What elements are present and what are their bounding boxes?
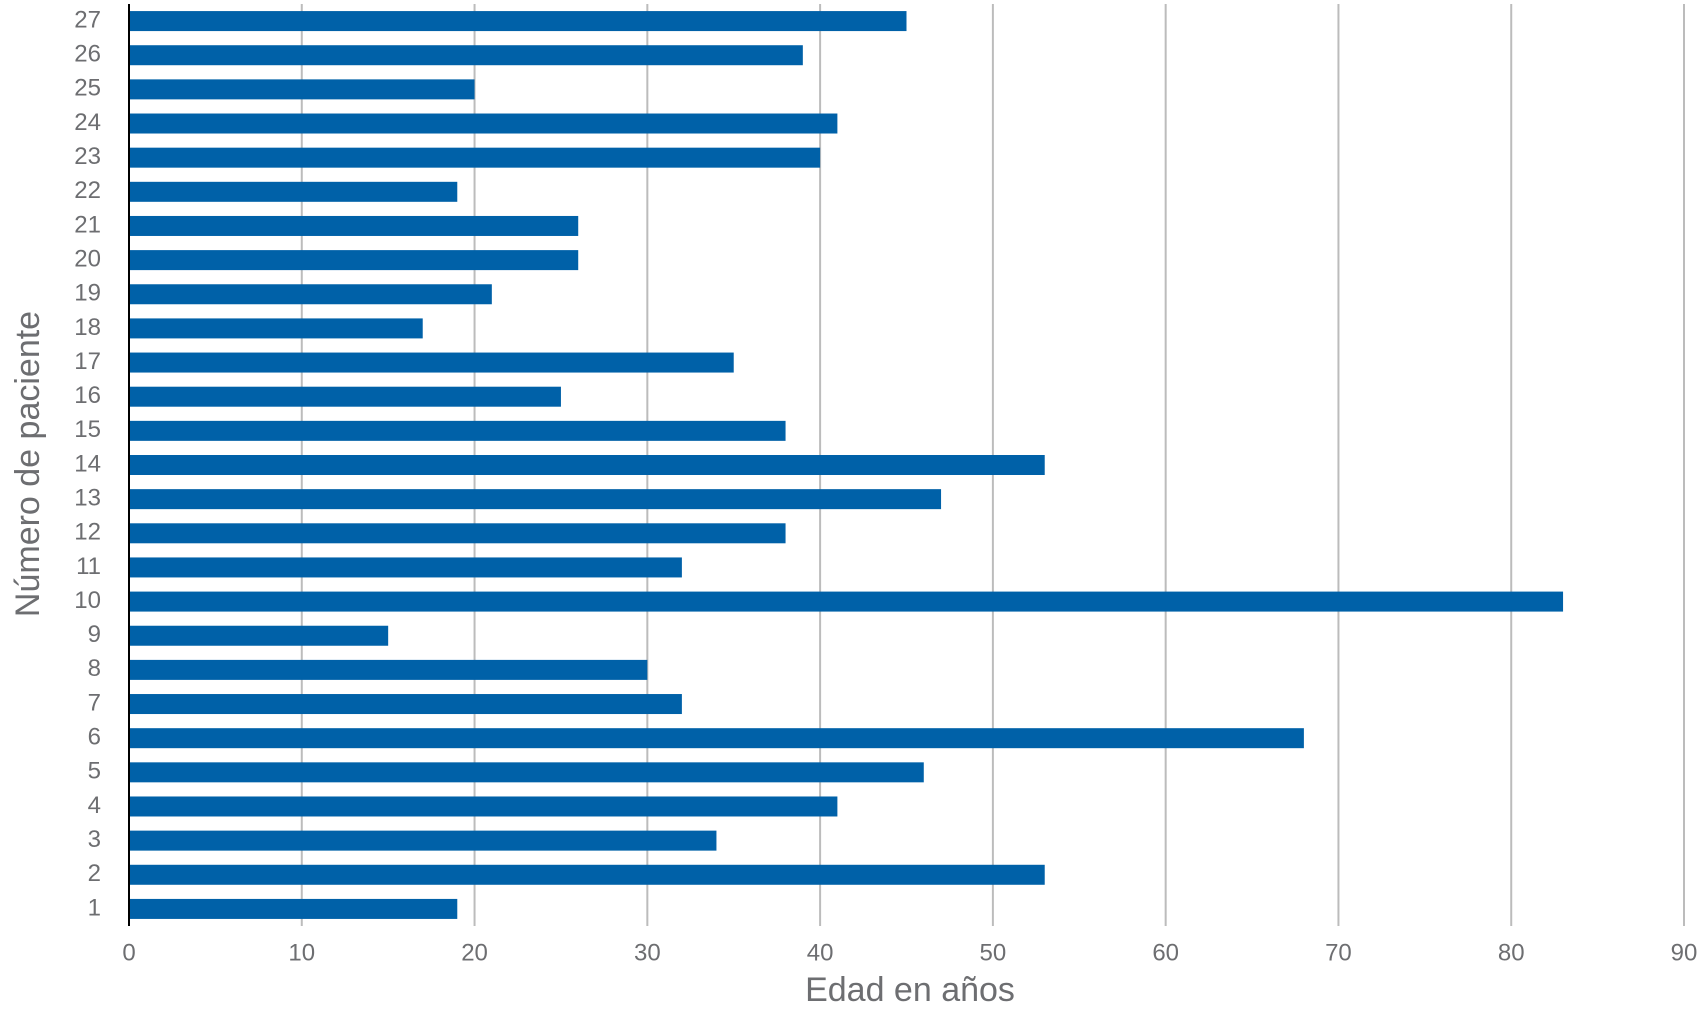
x-tick-label: 30 <box>634 939 661 966</box>
y-tick-label: 2 <box>88 860 101 887</box>
bar <box>129 284 492 305</box>
y-tick-label: 22 <box>74 177 101 204</box>
x-tick-label: 10 <box>288 939 315 966</box>
y-tick-label: 6 <box>88 724 101 751</box>
y-tick-label: 4 <box>88 792 101 819</box>
bar <box>129 591 1564 612</box>
y-tick-label: 5 <box>88 758 101 785</box>
x-tick-label: 50 <box>980 939 1007 966</box>
y-tick-label: 25 <box>74 75 101 102</box>
y-tick-label: 26 <box>74 41 101 68</box>
bar <box>129 864 1045 885</box>
y-tick-label: 3 <box>88 826 101 853</box>
bar <box>129 250 579 271</box>
x-tick-label: 40 <box>807 939 834 966</box>
bar <box>129 625 389 646</box>
x-tick-label: 60 <box>1152 939 1179 966</box>
x-tick-label: 70 <box>1325 939 1352 966</box>
x-tick-label: 90 <box>1671 939 1698 966</box>
bar <box>129 181 458 202</box>
y-tick-label: 20 <box>74 245 101 272</box>
y-tick-label: 11 <box>76 553 101 580</box>
y-axis-title: Número de paciente <box>9 311 47 617</box>
bar <box>129 420 786 441</box>
y-tick-label: 19 <box>74 280 101 307</box>
bar <box>129 898 458 919</box>
bar <box>129 147 821 168</box>
x-tick-label: 20 <box>461 939 488 966</box>
y-tick-label: 16 <box>74 382 101 409</box>
bar <box>129 386 561 407</box>
bar <box>129 694 682 715</box>
y-tick-label: 14 <box>74 450 101 477</box>
bar <box>129 830 717 851</box>
y-tick-label: 15 <box>74 416 101 443</box>
bar <box>129 728 1304 749</box>
bar <box>129 523 786 544</box>
y-tick-label: 1 <box>88 894 101 921</box>
bar <box>129 215 579 236</box>
bar <box>129 796 838 817</box>
x-axis-title: Edad en años <box>805 971 1015 1009</box>
y-tick-label: 24 <box>74 109 101 136</box>
y-tick-label: 18 <box>74 314 101 341</box>
bar <box>129 352 734 373</box>
y-tick-label: 13 <box>74 484 101 511</box>
y-tick-label: 7 <box>88 689 101 716</box>
bar <box>129 11 907 32</box>
x-tick-label: 80 <box>1498 939 1525 966</box>
bar <box>129 489 942 510</box>
bar <box>129 762 924 783</box>
y-tick-label: 17 <box>74 348 101 375</box>
y-tick-label: 10 <box>74 587 101 614</box>
bar <box>129 659 648 680</box>
y-tick-label: 12 <box>74 519 101 546</box>
bar <box>129 455 1045 475</box>
bar <box>129 318 423 339</box>
y-tick-label: 21 <box>74 211 101 238</box>
bar <box>129 79 475 100</box>
bar <box>129 113 838 134</box>
y-tick-label: 23 <box>74 143 101 170</box>
bar <box>129 557 682 578</box>
y-tick-label: 27 <box>74 6 101 33</box>
bar <box>129 45 803 66</box>
y-tick-label: 9 <box>88 621 101 648</box>
x-tick-label: 0 <box>122 939 135 966</box>
y-tick-label: 8 <box>88 655 101 682</box>
